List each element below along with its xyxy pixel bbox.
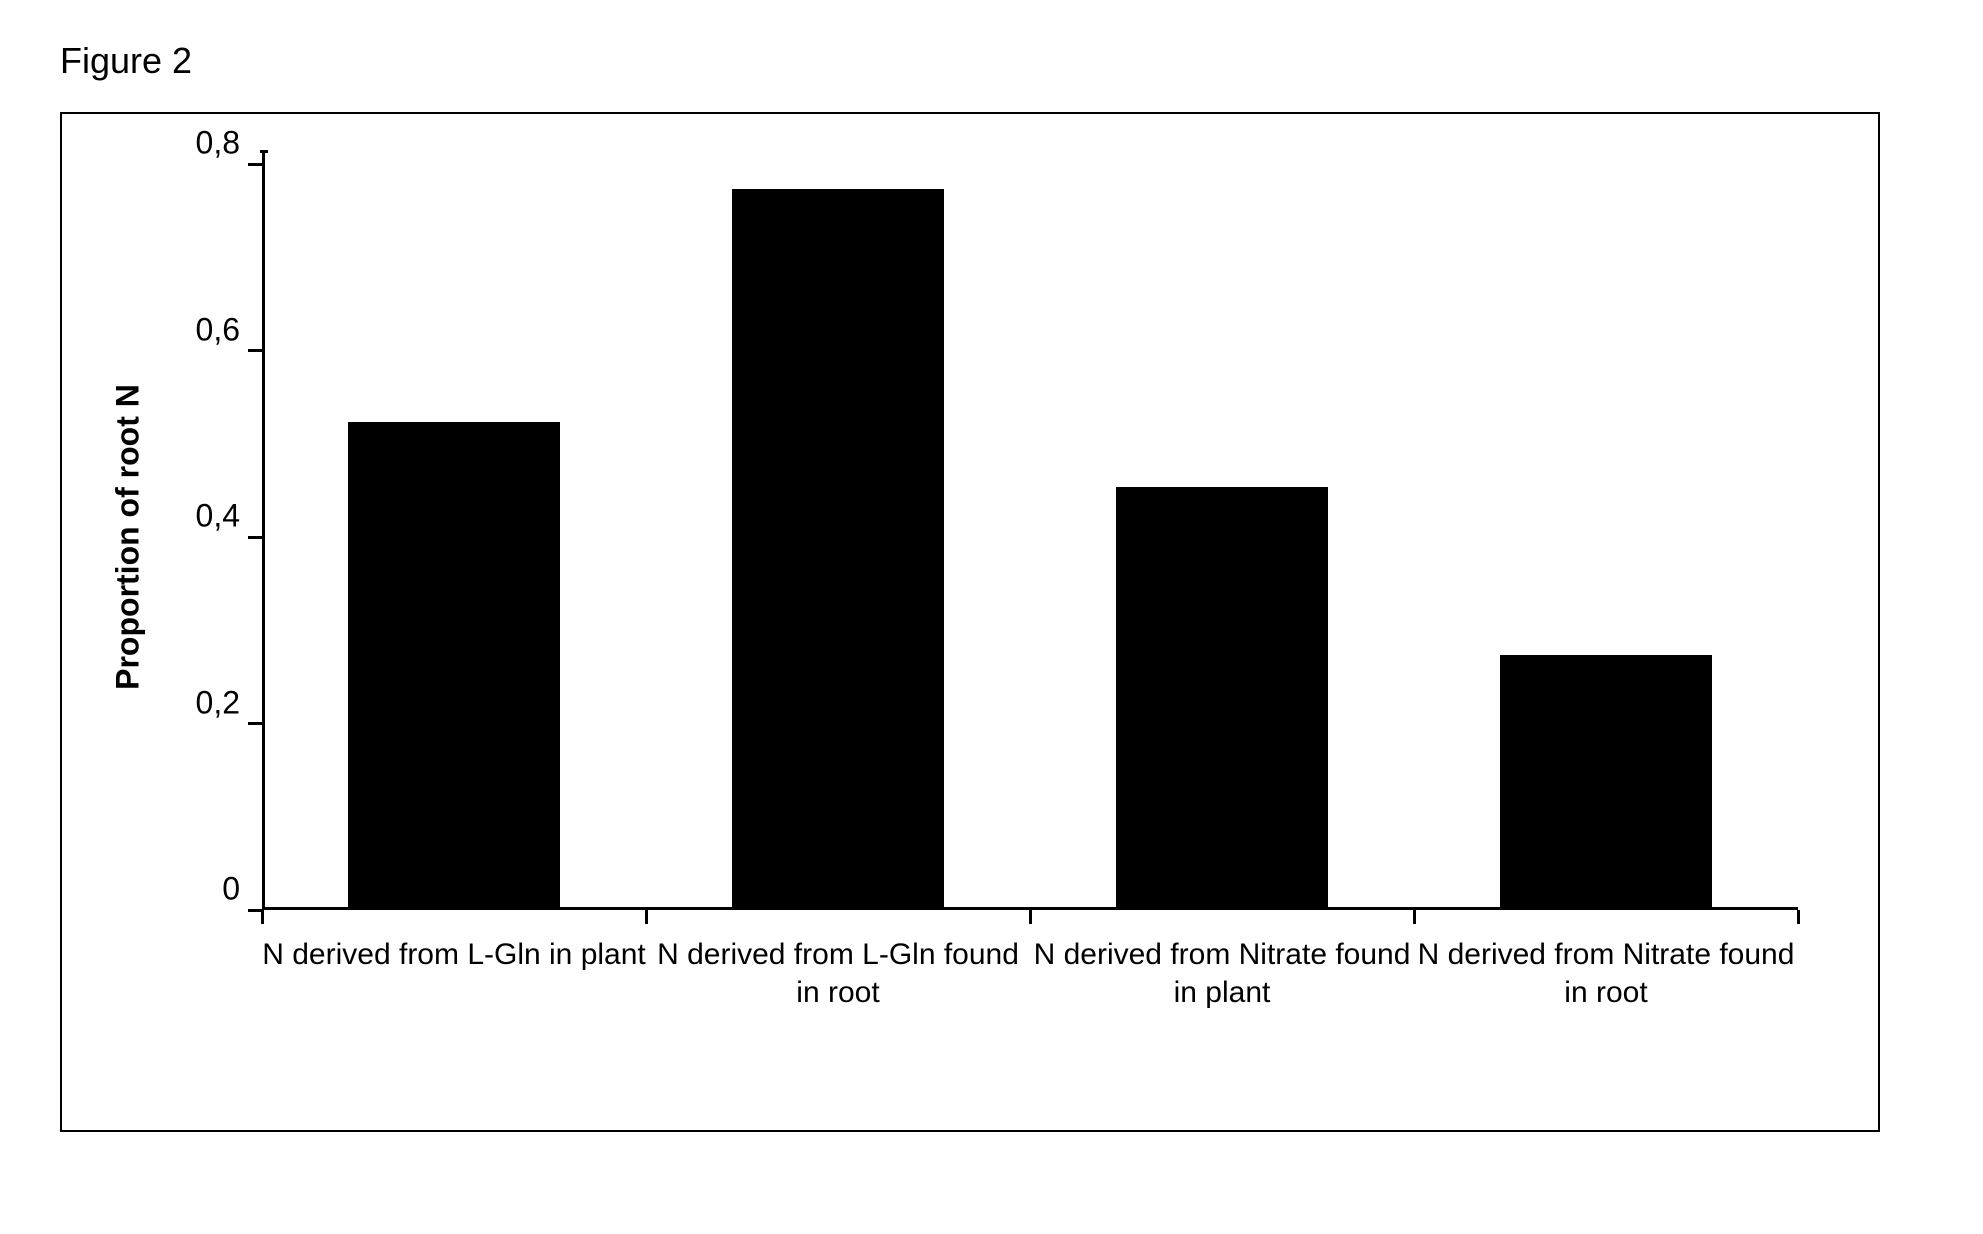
x-tick xyxy=(645,910,648,924)
y-axis-title: Proportion of root N xyxy=(110,384,147,690)
y-tick xyxy=(248,536,262,539)
figure-title: Figure 2 xyxy=(60,40,1923,82)
x-category-label: N derived from Nitrate found in root xyxy=(1414,936,1798,1011)
bar xyxy=(732,189,943,907)
y-axis-top-tick xyxy=(260,150,268,153)
y-tick xyxy=(248,349,262,352)
chart-border: Proportion of root N 0 0,2 0,4 0,6 0,8 N deri… xyxy=(60,112,1880,1132)
y-tick-label: 0,2 xyxy=(196,684,240,721)
x-category-label: N derived from Nitrate found in plant xyxy=(1030,936,1414,1011)
bar xyxy=(1116,487,1327,907)
y-tick xyxy=(248,163,262,166)
bar xyxy=(1500,655,1711,907)
x-tick xyxy=(1413,910,1416,924)
plot-area: Proportion of root N 00,20,40,60,8N deri… xyxy=(262,164,1798,910)
y-axis xyxy=(262,150,265,910)
x-tick xyxy=(1797,910,1800,924)
bar xyxy=(348,422,559,907)
y-tick-label: 0 xyxy=(222,871,240,908)
x-tick xyxy=(261,910,264,924)
y-tick xyxy=(248,722,262,725)
y-tick-label: 0,8 xyxy=(196,125,240,162)
x-tick xyxy=(1029,910,1032,924)
chart: Proportion of root N 00,20,40,60,8N deri… xyxy=(102,144,1838,1090)
x-category-label: N derived from L-Gln in plant xyxy=(262,936,646,974)
y-tick-label: 0,4 xyxy=(196,498,240,535)
x-category-label: N derived from L-Gln found in root xyxy=(646,936,1030,1011)
y-tick-label: 0,6 xyxy=(196,311,240,348)
